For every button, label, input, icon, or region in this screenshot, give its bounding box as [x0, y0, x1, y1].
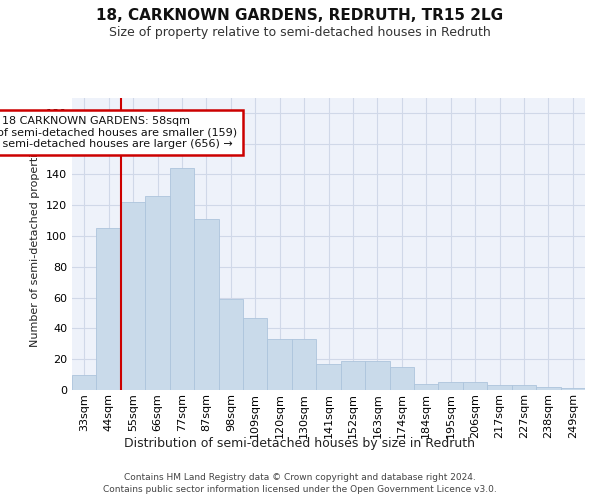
Bar: [121, 202, 145, 390]
Bar: [341, 361, 365, 390]
Bar: [72, 374, 97, 390]
Bar: [194, 219, 218, 390]
Text: Distribution of semi-detached houses by size in Redruth: Distribution of semi-detached houses by …: [125, 438, 476, 450]
Bar: [97, 228, 121, 390]
Text: Contains HM Land Registry data © Crown copyright and database right 2024.: Contains HM Land Registry data © Crown c…: [124, 472, 476, 482]
Bar: [536, 387, 560, 390]
Bar: [316, 364, 341, 390]
Bar: [170, 168, 194, 390]
Bar: [365, 361, 389, 390]
Bar: [268, 339, 292, 390]
Bar: [389, 367, 414, 390]
Bar: [414, 384, 439, 390]
Bar: [560, 388, 585, 390]
Bar: [463, 382, 487, 390]
Text: 18, CARKNOWN GARDENS, REDRUTH, TR15 2LG: 18, CARKNOWN GARDENS, REDRUTH, TR15 2LG: [97, 8, 503, 22]
Text: 18 CARKNOWN GARDENS: 58sqm
← 19% of semi-detached houses are smaller (159)
80% o: 18 CARKNOWN GARDENS: 58sqm ← 19% of semi…: [0, 116, 237, 149]
Bar: [512, 386, 536, 390]
Bar: [145, 196, 170, 390]
Bar: [218, 299, 243, 390]
Text: Size of property relative to semi-detached houses in Redruth: Size of property relative to semi-detach…: [109, 26, 491, 39]
Bar: [487, 386, 512, 390]
Text: Contains public sector information licensed under the Open Government Licence v3: Contains public sector information licen…: [103, 485, 497, 494]
Y-axis label: Number of semi-detached properties: Number of semi-detached properties: [31, 141, 40, 347]
Bar: [439, 382, 463, 390]
Bar: [243, 318, 268, 390]
Bar: [292, 339, 316, 390]
